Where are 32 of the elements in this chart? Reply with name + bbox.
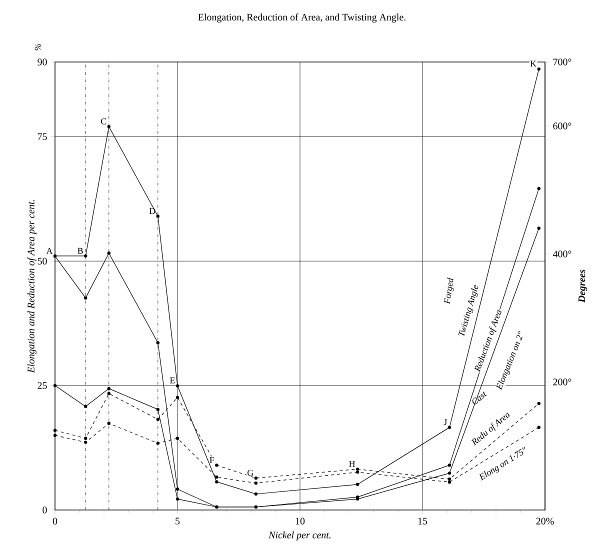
x-tick-label: 10 [296,518,305,524]
y-tick-label: 75 [38,133,47,140]
y-tick-label: 0 [42,506,47,514]
annotation: Cast [472,391,487,404]
y2-tick-label: 400° [552,250,572,258]
text: % [34,44,41,50]
chart-title: Elongation, Reduction of Area, and Twisting Angle. [198,13,406,23]
y-axis-title: Elongation and Reduction of Area per cent. [27,200,36,373]
annotation: C [101,118,106,124]
y2-tick-label: 200° [553,378,572,386]
y2-tick-label: 600° [553,122,572,130]
x-axis-title: Nickel per cent. [268,531,331,540]
annotation: H [349,461,356,467]
annotation: G [248,470,254,476]
annotation: F [210,457,214,463]
text: Redu of Area [471,412,510,446]
x-tick-label: 20% [536,518,554,525]
annotation: Forged [444,278,454,304]
annotation: A [46,248,53,254]
x-tick-label: 5 [176,518,180,524]
y-tick-label: 25 [38,382,47,389]
annotation: E [170,377,175,384]
y2-tick-label: 700° [553,58,572,66]
annotation: K [530,60,536,67]
annotation: B [78,248,83,254]
x-tick-label: 0 [52,518,58,524]
x-tick-label: 15 [418,518,428,524]
annotation: J [444,419,447,426]
annotation: D [149,208,156,214]
y-tick-label: 90 [38,58,47,66]
y2-axis-title: Degrees [578,270,588,303]
y-tick-label: 50 [38,258,47,264]
